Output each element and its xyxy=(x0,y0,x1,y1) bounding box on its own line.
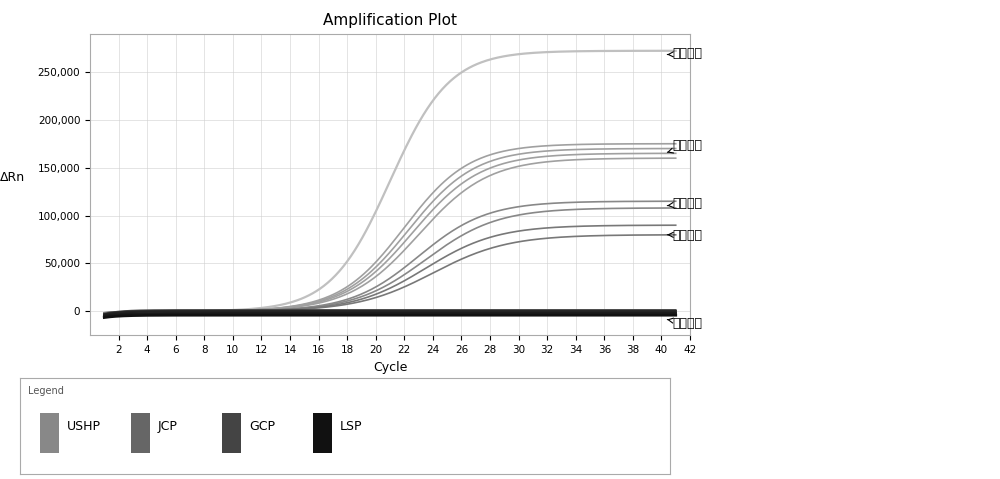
Text: Legend: Legend xyxy=(28,386,64,396)
Text: 其他物种: 其他物种 xyxy=(667,317,703,330)
Title: Amplification Plot: Amplification Plot xyxy=(323,13,457,28)
FancyBboxPatch shape xyxy=(40,413,59,453)
Text: GCP: GCP xyxy=(249,420,275,433)
FancyBboxPatch shape xyxy=(222,413,241,453)
Text: 流苏探针: 流苏探针 xyxy=(667,228,703,241)
Y-axis label: ΔRn: ΔRn xyxy=(0,171,25,184)
Text: 鼓槌探针: 鼓槌探针 xyxy=(667,197,703,210)
FancyBboxPatch shape xyxy=(130,413,150,453)
Text: 通用探针: 通用探针 xyxy=(667,139,703,153)
Text: 金钗探针: 金钗探针 xyxy=(667,47,703,60)
Text: USHP: USHP xyxy=(67,420,101,433)
Text: LSP: LSP xyxy=(340,420,362,433)
X-axis label: Cycle: Cycle xyxy=(373,361,407,374)
FancyBboxPatch shape xyxy=(313,413,332,453)
Text: JCP: JCP xyxy=(158,420,178,433)
